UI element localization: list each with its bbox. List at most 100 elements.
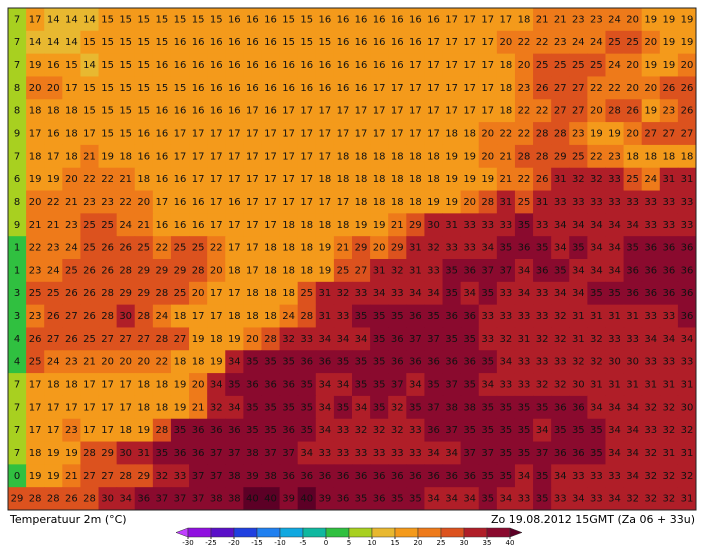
cell	[406, 304, 425, 328]
cell	[152, 441, 172, 465]
cell	[478, 487, 498, 511]
cell-value: 35	[391, 311, 404, 322]
cell	[225, 281, 244, 306]
cell-value: 25	[608, 37, 621, 48]
cell-value: 17	[29, 425, 42, 436]
cell-value: 25	[300, 288, 313, 299]
cell	[388, 395, 407, 420]
cell-value: 20	[481, 151, 494, 162]
cell-value: 17	[318, 129, 331, 140]
cell-value: 33	[644, 425, 657, 436]
cell	[460, 99, 480, 123]
cell	[116, 53, 136, 77]
cell-value: 17	[300, 197, 313, 208]
cell	[569, 76, 588, 100]
cell	[569, 464, 588, 488]
cell-value: 17	[210, 311, 223, 322]
cell-value: 15	[137, 83, 150, 94]
cell	[659, 464, 679, 488]
cell	[496, 395, 516, 420]
cell	[152, 395, 172, 420]
cell	[442, 144, 462, 169]
cell-value: 29	[391, 243, 404, 254]
cell	[225, 8, 244, 32]
cell	[370, 76, 389, 100]
cell-value: 33	[590, 471, 603, 482]
cell	[424, 259, 444, 283]
cell	[207, 373, 226, 397]
cell	[460, 464, 480, 488]
cell-value: 18	[463, 129, 476, 140]
cell	[587, 304, 606, 328]
cell-value: 16	[337, 60, 350, 71]
cell	[134, 144, 154, 169]
cell	[80, 122, 100, 146]
colorbar-label: 5	[347, 539, 351, 546]
cell-value: 33	[337, 448, 350, 459]
cell	[496, 8, 516, 32]
cell	[261, 464, 281, 488]
cell	[460, 213, 480, 237]
cell	[98, 350, 118, 374]
cell-value: 36	[463, 471, 476, 482]
cell	[460, 30, 480, 55]
cell	[496, 213, 516, 237]
cell-value: 31	[373, 265, 386, 276]
cell	[641, 487, 661, 511]
cell-value: 19	[174, 402, 187, 413]
cell	[315, 190, 335, 214]
cell-value: 16	[192, 37, 205, 48]
cell	[442, 418, 462, 443]
cell	[623, 418, 643, 443]
cell-value: 30	[119, 448, 132, 459]
cell	[569, 99, 588, 123]
cell	[8, 373, 27, 397]
cell	[605, 350, 625, 374]
cell-value: 20	[644, 37, 657, 48]
cell-value: 34	[608, 448, 621, 459]
cell	[623, 99, 643, 123]
cell-value: 19	[463, 151, 476, 162]
cell-value: 3	[14, 288, 20, 299]
cell	[189, 327, 208, 351]
cell-value: 17	[318, 197, 331, 208]
cell	[116, 144, 136, 169]
cell	[189, 190, 208, 214]
cell	[98, 441, 118, 465]
cell-value: 15	[156, 83, 169, 94]
cell	[207, 464, 226, 488]
cell-value: 28	[156, 288, 169, 299]
cell	[569, 167, 588, 192]
cell-value: 37	[228, 448, 241, 459]
cell-value: 35	[391, 494, 404, 505]
cell	[352, 418, 371, 443]
cell	[623, 53, 643, 77]
cell	[134, 350, 154, 374]
cell	[659, 167, 679, 192]
cell-value: 24	[47, 357, 60, 368]
cell	[170, 441, 190, 465]
cell	[261, 487, 281, 511]
cell	[569, 122, 588, 146]
cell	[170, 122, 190, 146]
cell-value: 31	[608, 380, 621, 391]
cell	[478, 464, 498, 488]
cell	[478, 30, 498, 55]
cell	[80, 259, 100, 283]
cell	[261, 281, 281, 306]
cell-value: 36	[662, 265, 675, 276]
cell	[8, 327, 27, 351]
cell-value: 29	[156, 265, 169, 276]
cell	[98, 464, 118, 488]
cell-value: 37	[282, 448, 295, 459]
cell-value: 16	[228, 106, 241, 117]
cell	[207, 99, 226, 123]
cell	[677, 281, 697, 306]
cell	[333, 373, 353, 397]
cell-value: 30	[608, 357, 621, 368]
cell	[8, 190, 27, 214]
cell	[514, 281, 534, 306]
cell-value: 25	[137, 243, 150, 254]
cell-value: 25	[337, 265, 350, 276]
cell-value: 35	[300, 402, 313, 413]
